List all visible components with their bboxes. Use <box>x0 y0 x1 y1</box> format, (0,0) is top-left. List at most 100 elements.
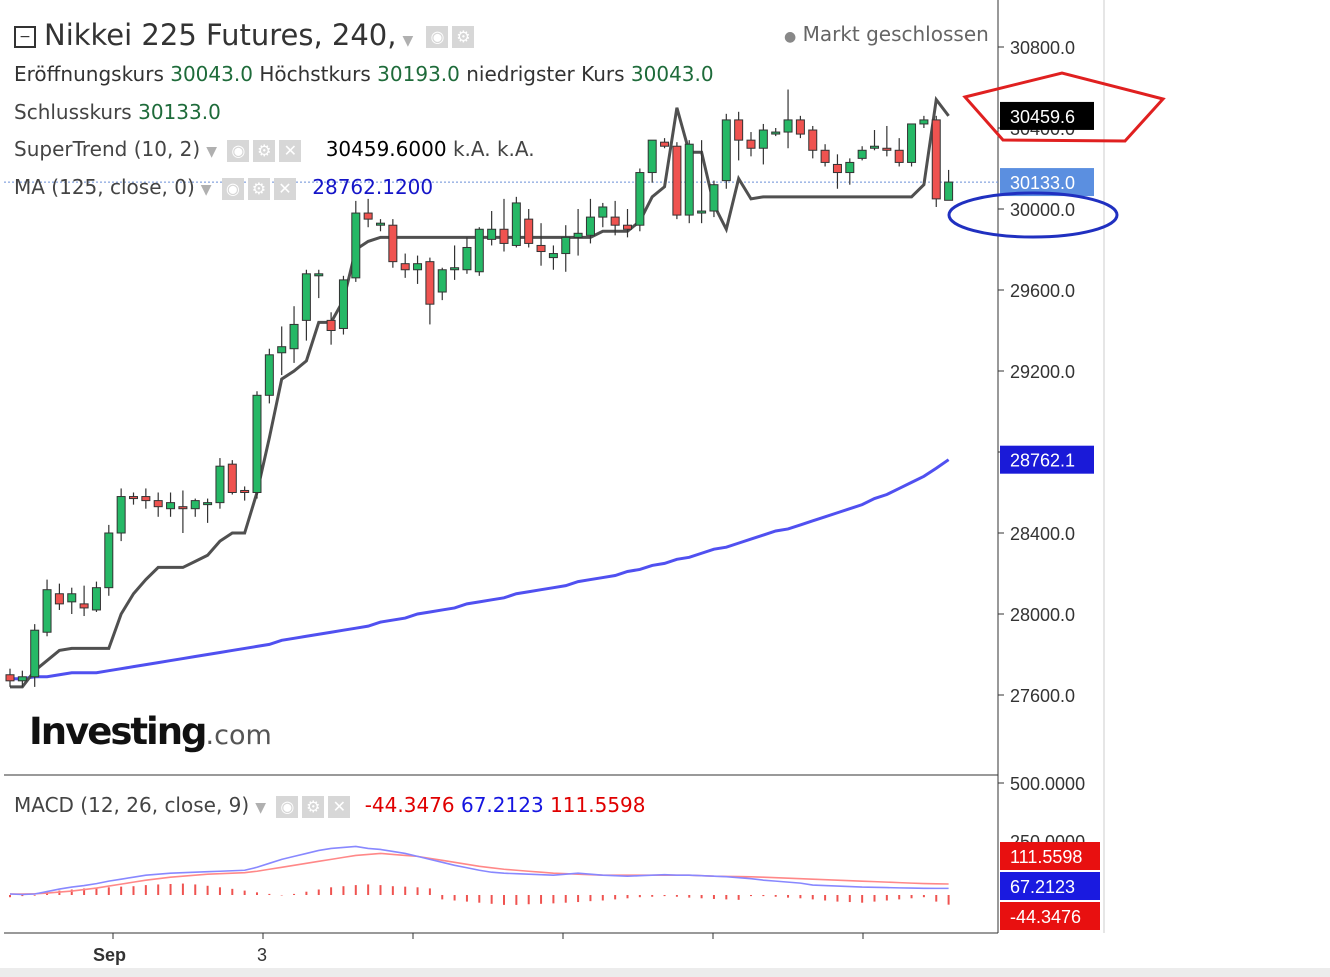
supertrend-label[interactable]: SuperTrend (10, 2) <box>14 137 201 161</box>
candle-body <box>104 532 114 589</box>
supertrend-na-1: k.A. <box>452 137 491 161</box>
y-tick-label: 27600.0 <box>1010 686 1075 706</box>
eye-icon[interactable]: ◉ <box>221 177 244 200</box>
high-label: Höchstkurs <box>259 62 371 86</box>
candle-body <box>709 184 719 212</box>
ma-line <box>10 458 950 681</box>
candle-body <box>882 147 892 151</box>
candle-body <box>771 131 781 135</box>
macd-legend[interactable]: MACD (12, 26, close, 9) ▼ ◉ ⚙ ✕ -44.3476 67… <box>14 793 646 818</box>
candle-body <box>832 163 842 174</box>
chevron-down-icon[interactable]: ▼ <box>402 33 414 49</box>
chart-title[interactable]: − Nikkei 225 Futures, 240, ▼ ◉ ⚙ <box>14 18 475 52</box>
candle-body <box>746 139 756 149</box>
candle-body <box>783 119 793 133</box>
candle-body <box>907 123 917 163</box>
macd-line <box>9 845 949 896</box>
candle-body <box>400 263 410 271</box>
gear-icon[interactable]: ⚙ <box>253 139 276 162</box>
eye-icon[interactable]: ◉ <box>426 26 449 48</box>
macd-label[interactable]: MACD (12, 26, close, 9) <box>14 793 250 817</box>
x-label-3: 3 <box>257 945 267 965</box>
ma-legend[interactable]: MA (125, close, 0) ▼ ◉ ⚙ ✕ 28762.1200 <box>14 175 433 200</box>
market-status-text: Markt geschlossen <box>802 22 989 46</box>
chevron-down-icon[interactable]: ▼ <box>206 144 217 160</box>
collapse-icon[interactable]: − <box>14 26 36 48</box>
close-icon[interactable]: ✕ <box>328 795 351 818</box>
scrollbar[interactable] <box>0 968 1330 977</box>
candle-body <box>363 212 373 220</box>
y-tick-label: 28000.0 <box>1010 605 1075 625</box>
close-icon[interactable]: ✕ <box>273 177 296 200</box>
supertrend-price-tag-bg <box>1000 101 1094 130</box>
candle-body <box>647 139 657 174</box>
candle-body <box>845 161 855 174</box>
gear-icon[interactable]: ⚙ <box>302 795 325 818</box>
macd-y-tick-label: 500.0000 <box>1010 774 1085 794</box>
macd-line-tag-bg <box>1000 872 1100 900</box>
candle-body <box>289 323 299 350</box>
candle-body <box>116 496 126 534</box>
close-legend: Schlusskurs 30133.0 <box>14 100 221 124</box>
eye-icon[interactable]: ◉ <box>276 795 299 818</box>
investing-logo: Investing.com <box>29 710 272 753</box>
candle-body <box>314 273 324 277</box>
candle-body <box>610 216 620 226</box>
candle-body <box>795 119 805 135</box>
candle-body <box>548 253 558 259</box>
macd-signal-value: 111.5598 <box>550 793 646 817</box>
candle-body <box>660 141 670 147</box>
candle-body <box>894 149 904 163</box>
candle-body <box>153 500 163 508</box>
candle-body <box>326 319 336 331</box>
candle-body <box>499 228 509 244</box>
candle-body <box>413 263 423 271</box>
candle-body <box>672 145 682 216</box>
candle-body <box>5 674 15 682</box>
candle-body <box>67 593 77 603</box>
candle-body <box>635 172 645 226</box>
eye-icon[interactable]: ◉ <box>227 139 250 162</box>
macd-line-tag: 67.2123 <box>1010 877 1075 897</box>
macd-line-value: 67.2123 <box>460 793 544 817</box>
macd-hist-tag: -44.3476 <box>1010 907 1081 927</box>
ma-label[interactable]: MA (125, close, 0) <box>14 175 195 199</box>
x-label-sep: Sep <box>93 945 126 965</box>
candle-body <box>721 119 731 182</box>
chevron-down-icon[interactable]: ▼ <box>255 800 266 816</box>
candle-body <box>91 587 101 611</box>
supertrend-value: 30459.6000 <box>325 137 447 161</box>
ma-value: 28762.1200 <box>312 175 434 199</box>
candle-body <box>301 273 311 321</box>
close-icon[interactable]: ✕ <box>279 139 302 162</box>
candle-body <box>54 593 64 605</box>
candle-body <box>388 224 398 263</box>
y-tick-label: 30800.0 <box>1010 38 1075 58</box>
supertrend-legend[interactable]: SuperTrend (10, 2) ▼ ◉ ⚙ ✕ 30459.6000 k.A. … <box>14 137 535 162</box>
candle-body <box>487 228 497 240</box>
y-tick-label: 29200.0 <box>1010 362 1075 382</box>
chevron-down-icon[interactable]: ▼ <box>200 182 212 198</box>
candle-body <box>808 129 818 151</box>
candle-body <box>598 206 608 218</box>
candle-body <box>524 218 534 244</box>
candle-body <box>931 119 941 200</box>
candle-body <box>30 629 40 678</box>
candle-body <box>474 228 484 273</box>
status-dot-icon: ● <box>784 29 797 45</box>
candle-body <box>437 269 447 293</box>
gear-icon[interactable]: ⚙ <box>452 26 475 48</box>
ohlc-legend: Eröffnungskurs 30043.0 Höchstkurs 30193.… <box>14 62 714 86</box>
low-value: 30043.0 <box>630 62 714 86</box>
candle-body <box>511 202 521 246</box>
candle-body <box>190 500 200 510</box>
candle-body <box>536 244 546 253</box>
candle-body <box>684 143 694 216</box>
candle-body <box>203 502 213 506</box>
candle-body <box>79 603 89 609</box>
ma-price-tag: 28762.1 <box>1010 451 1075 471</box>
y-tick-label: 29600.0 <box>1010 281 1075 301</box>
gear-icon[interactable]: ⚙ <box>247 177 270 200</box>
macd-hist-value: -44.3476 <box>364 793 455 817</box>
